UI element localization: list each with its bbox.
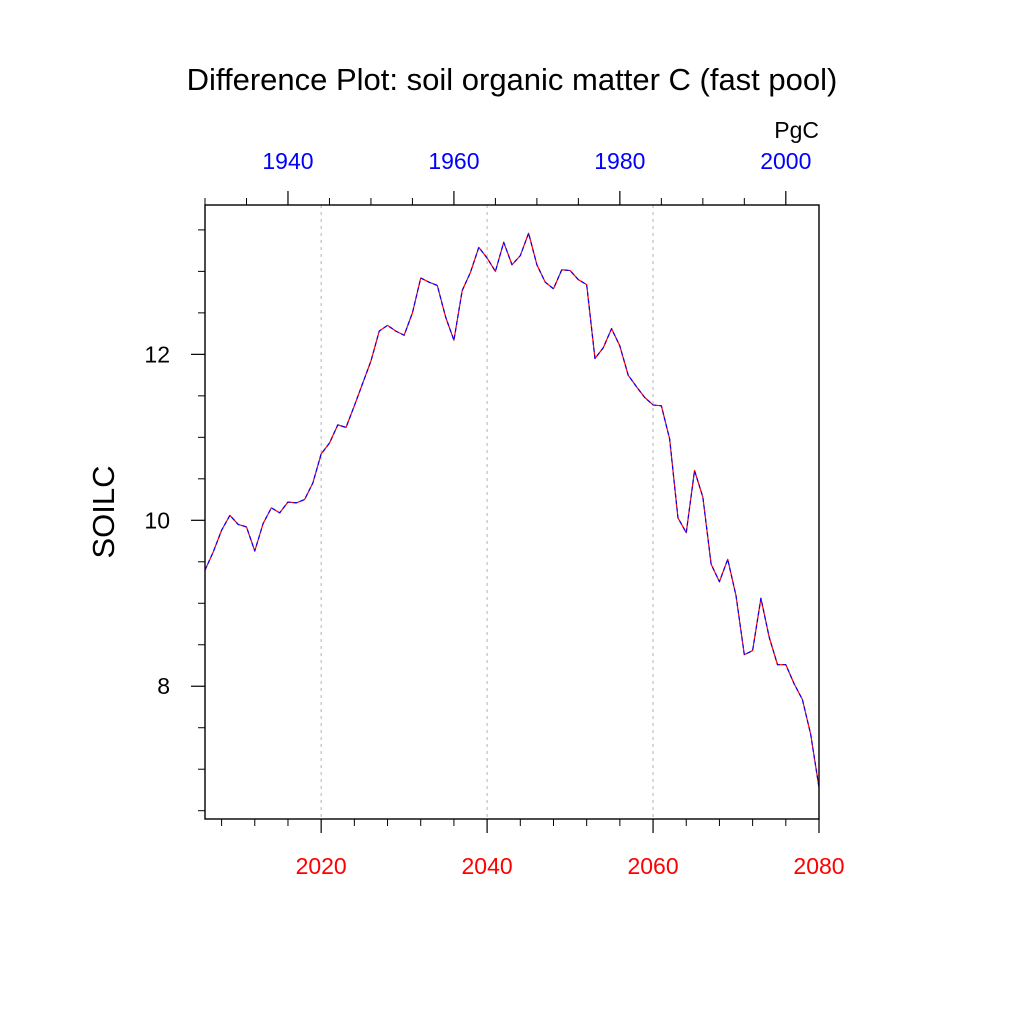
- chart-title: Difference Plot: soil organic matter C (…: [187, 62, 838, 97]
- x-tick-label-top-1960: 1960: [428, 148, 479, 174]
- minor-tick-layer: [198, 198, 787, 826]
- y-axis-label: SOILC: [86, 465, 121, 558]
- y-tick-label-10: 10: [144, 507, 170, 533]
- major-tick-layer: [191, 191, 820, 833]
- x-tick-label-bottom-2080: 2080: [793, 853, 844, 879]
- x-tick-label-bottom-2060: 2060: [627, 853, 678, 879]
- y-tick-label-12: 12: [144, 341, 170, 367]
- grid-layer: [320, 205, 654, 819]
- series-line-future: [204, 232, 820, 788]
- x-tick-label-top-2000: 2000: [760, 148, 811, 174]
- series-line-past: [204, 232, 820, 788]
- x-tick-label-bottom-2040: 2040: [462, 853, 513, 879]
- units-label: PgC: [774, 117, 819, 143]
- x-tick-label-bottom-2020: 2020: [296, 853, 347, 879]
- y-tick-label-8: 8: [157, 673, 170, 699]
- series-layer: [204, 232, 820, 788]
- label-layer: 2020 2040 2060 2080 1940 1960 1980 2000 8 10 12: [144, 148, 844, 879]
- x-tick-label-top-1940: 1940: [262, 148, 313, 174]
- plot-frame: [204, 204, 820, 820]
- x-tick-label-top-1980: 1980: [594, 148, 645, 174]
